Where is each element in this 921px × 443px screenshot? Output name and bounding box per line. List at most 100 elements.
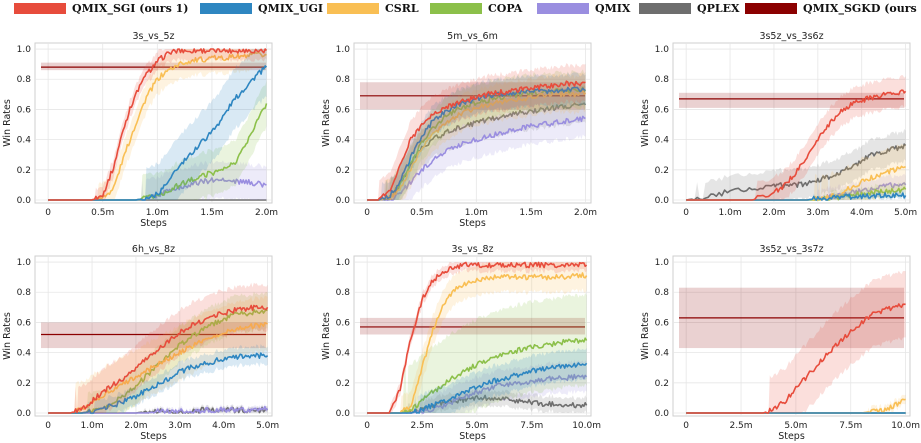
x-axis-label: Steps xyxy=(459,218,486,229)
y-tick-label: 0.2 xyxy=(655,166,669,176)
series-line-qmix_sgi xyxy=(48,304,269,414)
x-tick-label: 3.0m xyxy=(168,421,191,431)
x-tick-label: 5.0m xyxy=(256,421,279,431)
y-tick-label: 0.2 xyxy=(655,379,669,389)
x-tick-label: 0 xyxy=(45,421,51,431)
series-band-qplex xyxy=(686,129,906,200)
x-tick-label: 1.0m xyxy=(146,208,169,218)
series-line-qmix_ugi xyxy=(48,65,268,201)
chart-panel-5: 0.0 0.2 0.4 0.6 0.8 1.0 0 2.5m 5.0m 7.5m 10.0m 3s_v… xyxy=(321,244,601,442)
y-tick-label: 0.0 xyxy=(655,196,670,206)
y-axis-label: Win Rates xyxy=(321,312,332,360)
series-band-qmix_ugi xyxy=(48,344,268,413)
x-tick-label: 1.0m xyxy=(81,421,104,431)
series-band-csrl xyxy=(48,295,268,413)
x-tick-label: 3.0m xyxy=(806,208,829,218)
y-tick-label: 0.4 xyxy=(655,136,670,146)
legend-swatch xyxy=(745,3,797,14)
y-tick-label: 0.8 xyxy=(336,75,351,85)
x-tick-label: 0 xyxy=(364,208,370,218)
y-tick-label: 0.6 xyxy=(336,318,351,328)
series-line-qmix_sgi xyxy=(48,48,268,201)
series-band-qmix_ugi xyxy=(48,49,267,200)
x-tick-label: 0 xyxy=(683,208,689,218)
y-tick-label: 0.6 xyxy=(336,105,351,115)
y-tick-label: 0.0 xyxy=(17,196,32,206)
series-line-qmix_sgi xyxy=(367,80,586,201)
series-band-qplex xyxy=(48,404,268,413)
x-tick-label: 10.0m xyxy=(572,421,601,431)
chart-panel-3: 0.0 0.2 0.4 0.6 0.8 1.0 0 1.0m 2.0m 3.0m 4.0m 5.0m 3… xyxy=(640,31,917,218)
y-tick-label: 0.6 xyxy=(17,105,32,115)
series-line-csrl xyxy=(48,321,268,414)
x-tick-label: 7.5m xyxy=(839,421,862,431)
y-axis-label: Win Rates xyxy=(321,99,332,147)
y-tick-label: 1.0 xyxy=(17,45,32,55)
y-tick-label: 0.2 xyxy=(336,166,350,176)
x-tick-label: 5.0m xyxy=(784,421,807,431)
series-line-csrl xyxy=(367,272,588,414)
y-tick-label: 0.4 xyxy=(17,349,32,359)
chart-panel-6: 0.0 0.2 0.4 0.6 0.8 1.0 0 2.5m 5.0m 7.5m 10.0m 3s5z… xyxy=(640,244,920,442)
series-line-qmix_sgi xyxy=(686,303,906,414)
legend-swatch xyxy=(639,3,691,14)
chart-panel-4: 0.0 0.2 0.4 0.6 0.8 1.0 0 1.0m 2.0m 3.0m 4.0m 5.0m 6… xyxy=(2,244,279,442)
series-band-csrl xyxy=(686,143,906,200)
series-band-qplex xyxy=(367,387,587,413)
series-line-qmix_sgi xyxy=(367,261,588,414)
y-tick-label: 0.0 xyxy=(17,409,32,419)
x-tick-label: 2.0m xyxy=(124,421,147,431)
series-band-qmix xyxy=(367,359,587,413)
y-axis-label: Win Rates xyxy=(2,99,13,147)
series-band-qmix_ugi xyxy=(367,347,587,413)
y-tick-label: 0.0 xyxy=(336,196,351,206)
y-tick-label: 1.0 xyxy=(336,45,351,55)
chart-title: 6h_vs_8z xyxy=(132,244,175,255)
series-band-csrl xyxy=(367,72,586,200)
x-tick-label: 1.0m xyxy=(719,208,742,218)
series-band-qmix_sgi xyxy=(686,75,906,200)
x-tick-label: 2.0m xyxy=(255,208,278,218)
legend-swatch xyxy=(430,3,482,14)
series-line-qmix xyxy=(367,115,586,201)
series-line-qplex xyxy=(686,143,907,201)
y-tick-label: 0.2 xyxy=(336,379,350,389)
y-tick-label: 0.6 xyxy=(655,318,670,328)
y-tick-label: 0.4 xyxy=(17,136,32,146)
x-tick-label: 2.0m xyxy=(762,208,785,218)
chart-title: 3s5z_vs_3s7z xyxy=(759,244,823,255)
legend-label: QMIX_UGI xyxy=(258,2,324,15)
series-line-csrl xyxy=(367,89,587,201)
x-axis-label: Steps xyxy=(778,431,805,442)
x-tick-label: 1.5m xyxy=(519,208,542,218)
legend-label: QPLEX xyxy=(697,2,740,15)
y-tick-label: 1.0 xyxy=(655,258,670,268)
series-band-copa xyxy=(48,80,267,200)
reference-band xyxy=(679,92,904,108)
x-tick-label: 0 xyxy=(45,208,51,218)
x-tick-label: 0.5m xyxy=(91,208,114,218)
y-tick-label: 0.8 xyxy=(17,288,32,298)
series-band-copa xyxy=(367,292,587,413)
series-band-qmix_ugi xyxy=(367,72,586,200)
chart-title: 5m_vs_6m xyxy=(447,31,498,42)
x-axis-label: Steps xyxy=(459,431,486,442)
y-tick-label: 0.4 xyxy=(336,349,351,359)
legend-swatch xyxy=(537,3,589,14)
x-tick-label: 2.5m xyxy=(410,421,433,431)
series-band-qmix xyxy=(48,159,267,200)
x-tick-label: 4.0m xyxy=(212,421,235,431)
series-line-qmix_ugi xyxy=(48,352,269,414)
y-tick-label: 0.0 xyxy=(336,409,351,419)
x-tick-label: 0 xyxy=(683,421,689,431)
series-line-qmix_sgi xyxy=(686,89,907,201)
legend-swatch xyxy=(14,3,66,14)
chart-title: 3s5z_vs_3s6z xyxy=(759,31,823,42)
y-tick-label: 0.4 xyxy=(336,136,351,146)
x-tick-label: 4.0m xyxy=(850,208,873,218)
series-band-csrl xyxy=(367,262,587,413)
legend-swatch xyxy=(200,3,252,14)
x-tick-label: 5.0m xyxy=(894,208,917,218)
y-tick-label: 0.0 xyxy=(655,409,670,419)
